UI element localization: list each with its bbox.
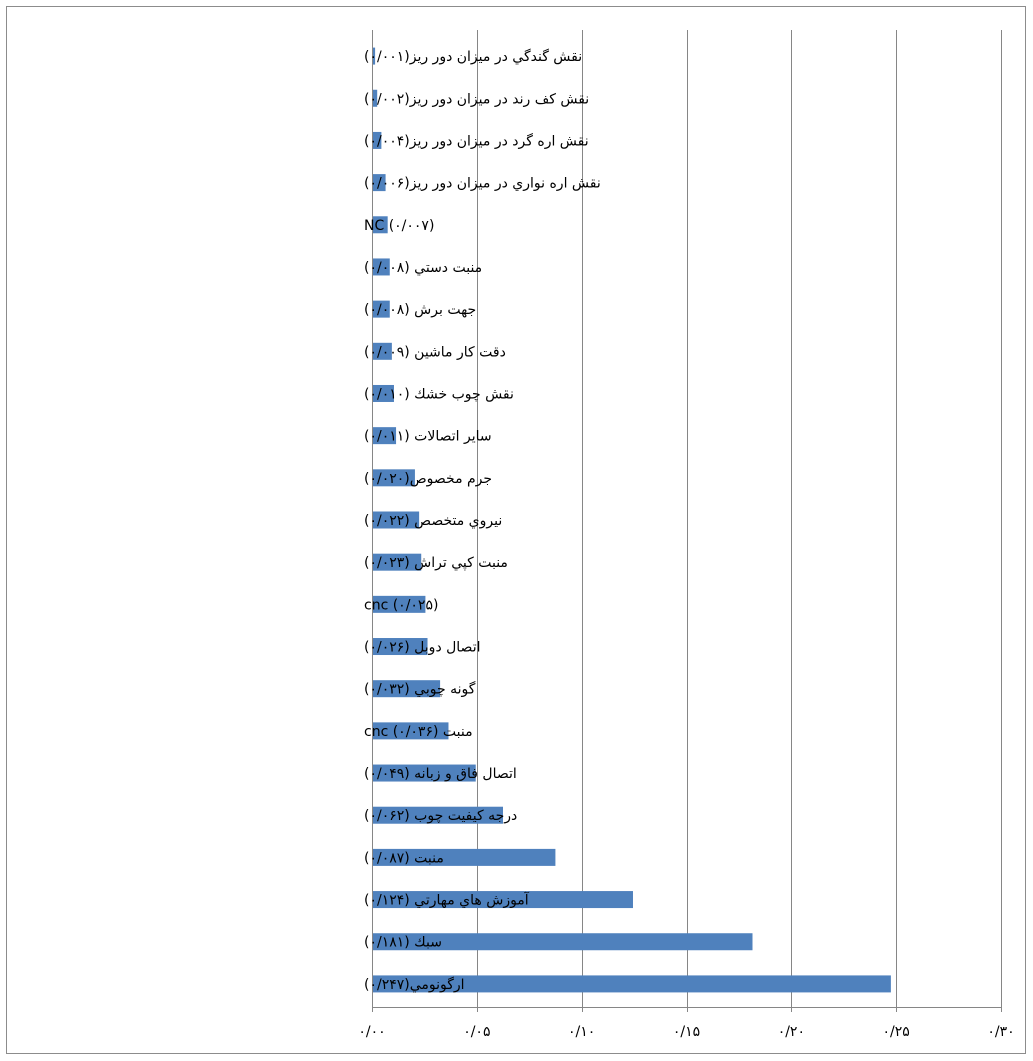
tick-label: ۰/۱۰ xyxy=(568,1024,595,1040)
bar xyxy=(373,848,556,866)
bar xyxy=(373,806,503,824)
x-axis-ticks: ۰/۰۰ ۰/۰۵ ۰/۱۰ ۰/۱۵ ۰/۲۰ ۰/۲۵ ۰/۳۰ xyxy=(358,1007,1015,1040)
bar xyxy=(373,638,428,656)
category-label: آموزش هاي مهارتي (۰/۱۲۴) xyxy=(364,892,530,909)
bar xyxy=(373,216,388,234)
category-label: منبت دستي (۰/۰۰۸) xyxy=(364,260,482,276)
category-label: ارگونومي(۰/۲۴۷) xyxy=(364,976,465,993)
bars xyxy=(373,47,891,993)
tick-label: ۰/۱۵ xyxy=(673,1024,700,1040)
category-label: منبت cnc (۰/۰۳۶) xyxy=(364,724,473,740)
bar xyxy=(373,764,476,782)
category-label: ساير اتصالات (۰/۰۱۱) xyxy=(364,429,492,445)
category-label: NC (۰/۰۰۷) xyxy=(364,218,434,234)
category-label: درجه كيفيت چوب (۰/۰۶۲) xyxy=(364,808,517,824)
bar xyxy=(373,300,390,318)
bar xyxy=(373,595,426,613)
category-label: نقش اره نواري در ميزان دور ريز(۰/۰۰۶) xyxy=(364,176,601,192)
category-label: نقش اره گرد در ميزان دور ريز(۰/۰۰۴) xyxy=(364,132,589,149)
category-label: نقش گندگي در ميزان دور ريز(۰/۰۰۱) xyxy=(364,48,582,65)
bar xyxy=(373,553,422,571)
bar xyxy=(373,680,441,698)
bar xyxy=(373,891,633,909)
bar xyxy=(373,342,392,360)
bar xyxy=(373,975,891,993)
category-label: گونه چوبي (۰/۰۳۲) xyxy=(364,681,476,698)
bar xyxy=(373,722,449,740)
bar xyxy=(373,174,386,192)
category-labels: نقش گندگي در ميزان دور ريز(۰/۰۰۱) نقش كف … xyxy=(364,48,601,993)
tick-label: ۰/۰۰ xyxy=(358,1024,385,1040)
category-label: نقش كف رند در ميزان دور ريز(۰/۰۰۲) xyxy=(364,91,589,107)
category-label: جهت برش (۰/۰۰۸) xyxy=(364,302,476,318)
category-label: منبت كپي تراش (۰/۰۲۳) xyxy=(364,555,508,571)
category-label: cnc (۰/۰۲۵) xyxy=(364,597,438,613)
chart-frame xyxy=(6,6,1026,1054)
tick-label: ۰/۲۰ xyxy=(778,1024,805,1040)
category-label: اتصال فاق و زبانه (۰/۰۴۹) xyxy=(364,766,517,782)
category-label: منبت (۰/۰۸۷) xyxy=(364,850,444,866)
tick-label: ۰/۰۵ xyxy=(463,1024,490,1040)
bar xyxy=(373,47,376,65)
bar xyxy=(373,89,378,107)
category-label: اتصال دوبل (۰/۰۲۶) xyxy=(364,640,481,656)
tick-label: ۰/۳۰ xyxy=(987,1024,1014,1040)
bar xyxy=(373,384,394,402)
category-label: نقش چوب خشك (۰/۰۱۰) xyxy=(364,386,514,402)
tick-label: ۰/۲۵ xyxy=(883,1024,910,1040)
category-label: سبك (۰/۱۸۱) xyxy=(364,935,442,951)
bar xyxy=(373,469,415,487)
bar xyxy=(373,427,397,445)
bar xyxy=(373,933,753,951)
gridlines xyxy=(372,30,1002,1008)
bar xyxy=(373,511,420,529)
bar xyxy=(373,131,382,149)
category-label: نيروي متخصص (۰/۰۲۲) xyxy=(364,513,502,529)
bar xyxy=(373,258,390,276)
category-label: دقت كار ماشين (۰/۰۰۹) xyxy=(364,344,506,360)
category-label: جرم مخصوص(۰/۰۲۰) xyxy=(364,471,492,487)
